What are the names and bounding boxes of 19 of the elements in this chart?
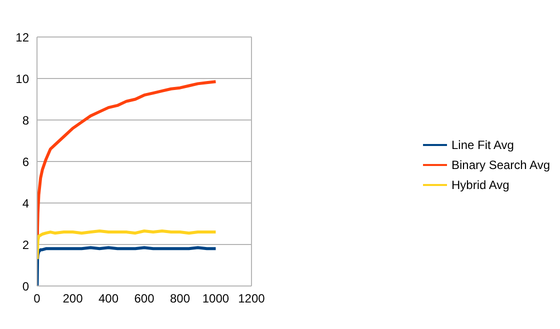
legend-label: Line Fit Avg (451, 136, 514, 154)
y-tick-label: 12 (16, 30, 30, 44)
line-series (37, 230, 218, 261)
y-tick-label: 8 (22, 113, 30, 128)
x-tick-label: 1000 (202, 292, 230, 306)
x-tick-label: 0 (34, 292, 41, 306)
y-tick-label: 4 (22, 196, 30, 210)
y-tick-label: 0 (22, 279, 30, 294)
legend-label: Binary Search Avg (451, 156, 550, 174)
x-tick-label: 800 (170, 292, 190, 306)
y-tick-label: 10 (16, 72, 30, 86)
x-tick-label: 200 (62, 292, 84, 306)
y-tick-label: 2 (22, 238, 30, 252)
x-tick-label: 1200 (238, 292, 266, 306)
x-tick-label: 400 (98, 292, 119, 306)
legend-label: Hybrid Avg (451, 176, 510, 194)
x-tick-label: 600 (134, 292, 155, 306)
line-series (37, 246, 218, 286)
y-tick-label: 6 (22, 154, 30, 169)
